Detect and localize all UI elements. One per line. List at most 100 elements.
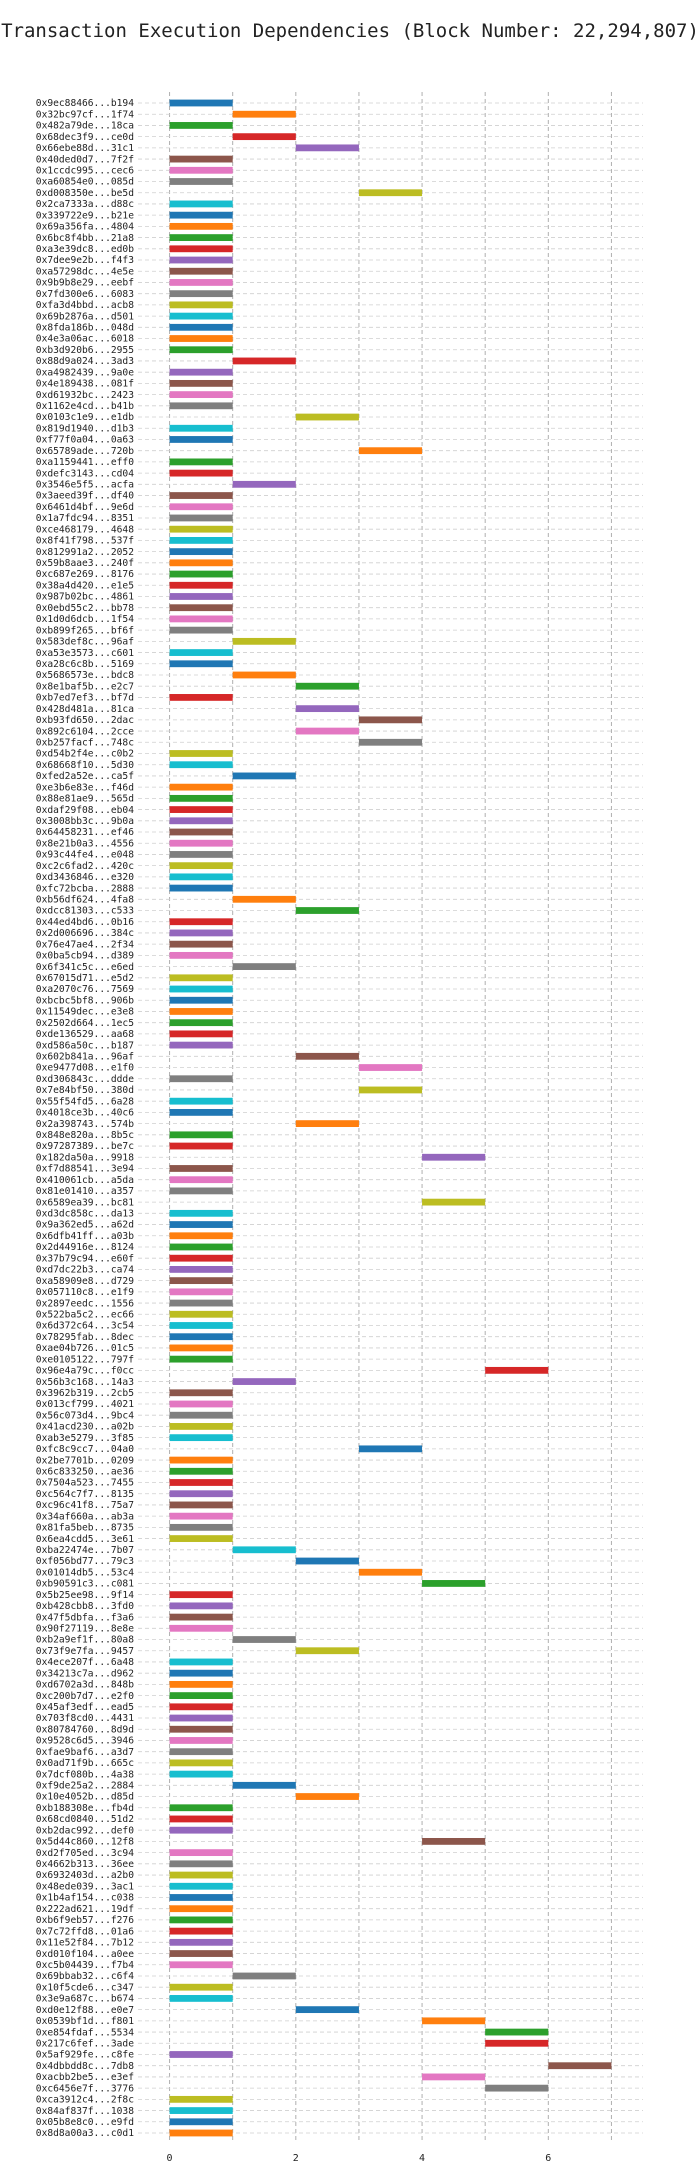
task-label: 0x892c6104...2cce bbox=[36, 726, 134, 737]
task-label: 0xe854fdaf...5534 bbox=[36, 2027, 134, 2038]
task-bar bbox=[169, 323, 233, 331]
task-label: 0x7dcf080b...4a38 bbox=[36, 1769, 134, 1780]
task-label: 0xd6702a3d...848b bbox=[36, 1680, 134, 1691]
task-label: 0x81e01410...a357 bbox=[36, 1186, 134, 1197]
task-label: 0xb90591c3...c081 bbox=[36, 1579, 134, 1590]
task-bar bbox=[169, 2107, 233, 2114]
task-bar bbox=[169, 469, 233, 477]
chart-title: Transaction Execution Dependencies (Bloc… bbox=[1, 20, 699, 42]
task-label: 0x05b8e8c0...e9fd bbox=[36, 2117, 134, 2128]
task-label: 0x41acd230...a02b bbox=[36, 1422, 134, 1433]
task-bar bbox=[169, 951, 233, 959]
task-label: 0xb2dac992...def0 bbox=[36, 1825, 134, 1836]
task-bar bbox=[169, 1703, 233, 1711]
task-bar bbox=[169, 335, 233, 342]
task-label: 0xe0105122...797f bbox=[36, 1354, 134, 1365]
task-label: 0x9ec88466...b194 bbox=[36, 98, 134, 109]
task-bar bbox=[295, 682, 359, 690]
task-bar bbox=[169, 1860, 233, 1868]
task-label: 0xae04b726...01c5 bbox=[36, 1343, 134, 1354]
task-bar bbox=[169, 1075, 233, 1083]
task-bar bbox=[169, 1108, 233, 1116]
task-label: 0x222ad621...19df bbox=[36, 1904, 134, 1915]
task-label: 0x34af660a...ab3a bbox=[36, 1511, 134, 1522]
task-label: 0x8e1baf5b...e2c7 bbox=[36, 681, 134, 692]
task-label: 0xba22474e...7b07 bbox=[36, 1545, 134, 1556]
task-bar bbox=[169, 1389, 233, 1397]
task-bar bbox=[169, 1725, 233, 1733]
task-label: 0xa28c6c8b...5169 bbox=[36, 659, 134, 670]
task-label: 0x1b4af154...c038 bbox=[36, 1893, 134, 1904]
task-label: 0x812991a2...2052 bbox=[36, 547, 134, 558]
task-bar bbox=[169, 1434, 233, 1442]
task-label: 0x59b8aae3...240f bbox=[36, 558, 134, 569]
task-label: 0xe3b6e83e...f46d bbox=[36, 782, 134, 793]
task-label: 0xb188308e...fb4d bbox=[36, 1803, 134, 1814]
task-bar bbox=[169, 1310, 233, 1318]
task-bar bbox=[169, 1411, 233, 1419]
task-bar bbox=[169, 839, 233, 847]
task-bar bbox=[169, 974, 233, 982]
task-label: 0xce468179...4648 bbox=[36, 524, 134, 535]
task-bar bbox=[295, 1052, 359, 1060]
task-bar bbox=[232, 110, 296, 118]
task-label: 0xb3d920b6...2955 bbox=[36, 345, 134, 356]
task-bar bbox=[169, 1209, 233, 1217]
task-label: 0x602b841a...96af bbox=[36, 1052, 134, 1063]
task-label: 0x410061cb...a5da bbox=[36, 1175, 134, 1186]
task-bar bbox=[169, 1456, 233, 1464]
task-bar bbox=[358, 189, 423, 197]
task-bar bbox=[169, 1097, 233, 1105]
task-bar bbox=[169, 1187, 233, 1195]
task-label: 0x66ebe88d...31c1 bbox=[36, 143, 134, 154]
task-label: 0xa4982439...9a0e bbox=[36, 367, 134, 378]
task-bar bbox=[485, 2084, 549, 2092]
task-label: 0x848e820a...8b5c bbox=[36, 1130, 134, 1141]
task-bar bbox=[358, 716, 423, 724]
task-bar bbox=[169, 1490, 233, 1498]
x-tick-label: 6 bbox=[545, 2153, 551, 2164]
task-bar bbox=[485, 2028, 549, 2036]
task-bar bbox=[169, 918, 233, 926]
task-label: 0xd010f104...a0ee bbox=[36, 1949, 134, 1960]
task-bar bbox=[232, 1378, 296, 1385]
task-label: 0xc564c7f7...8135 bbox=[36, 1489, 134, 1500]
task-bar bbox=[169, 626, 233, 634]
task-label: 0x56c073d4...9bc4 bbox=[36, 1410, 134, 1421]
task-bar bbox=[169, 1030, 233, 1038]
task-label: 0x6ea4cdd5...3e61 bbox=[36, 1534, 134, 1545]
task-bar bbox=[358, 1064, 423, 1071]
task-bar bbox=[169, 1131, 233, 1139]
task-label: 0x819d1940...d1b3 bbox=[36, 423, 134, 434]
task-bar bbox=[232, 772, 296, 780]
task-label: 0x88e81ae9...565d bbox=[36, 794, 134, 805]
task-label: 0xb56df624...4fa8 bbox=[36, 894, 134, 905]
task-label: 0x4ece207f...6a48 bbox=[36, 1657, 134, 1668]
task-bar bbox=[295, 907, 359, 914]
task-bar bbox=[169, 391, 233, 399]
task-bar bbox=[422, 1580, 486, 1587]
task-label: 0x9b9b8e29...eebf bbox=[36, 278, 134, 289]
task-label: 0x182da50a...9918 bbox=[36, 1152, 134, 1163]
task-label: 0x6461d4bf...9e6d bbox=[36, 502, 134, 513]
task-bar bbox=[169, 1804, 233, 1812]
task-bar bbox=[169, 492, 233, 499]
task-bar bbox=[232, 1972, 296, 1980]
task-bar bbox=[169, 1344, 233, 1352]
task-label: 0x2d44916e...8124 bbox=[36, 1242, 134, 1253]
task-bar bbox=[232, 1636, 296, 1643]
task-bar bbox=[169, 1277, 233, 1285]
task-label: 0x11549dec...e3e8 bbox=[36, 1007, 134, 1018]
task-bar bbox=[295, 144, 359, 152]
task-bar bbox=[232, 1546, 296, 1554]
task-label: 0x3e9a687c...b674 bbox=[36, 1994, 134, 2005]
task-label: 0x4dbbdd8c...7db8 bbox=[36, 2061, 134, 2072]
task-bar bbox=[232, 480, 296, 488]
task-bar bbox=[422, 1837, 486, 1845]
task-bar bbox=[169, 1333, 233, 1341]
task-label: 0xf9de25a2...2884 bbox=[36, 1781, 134, 1792]
task-bar bbox=[169, 2095, 233, 2103]
task-bar bbox=[169, 615, 233, 623]
task-label: 0x32bc97cf...1f74 bbox=[36, 109, 134, 120]
